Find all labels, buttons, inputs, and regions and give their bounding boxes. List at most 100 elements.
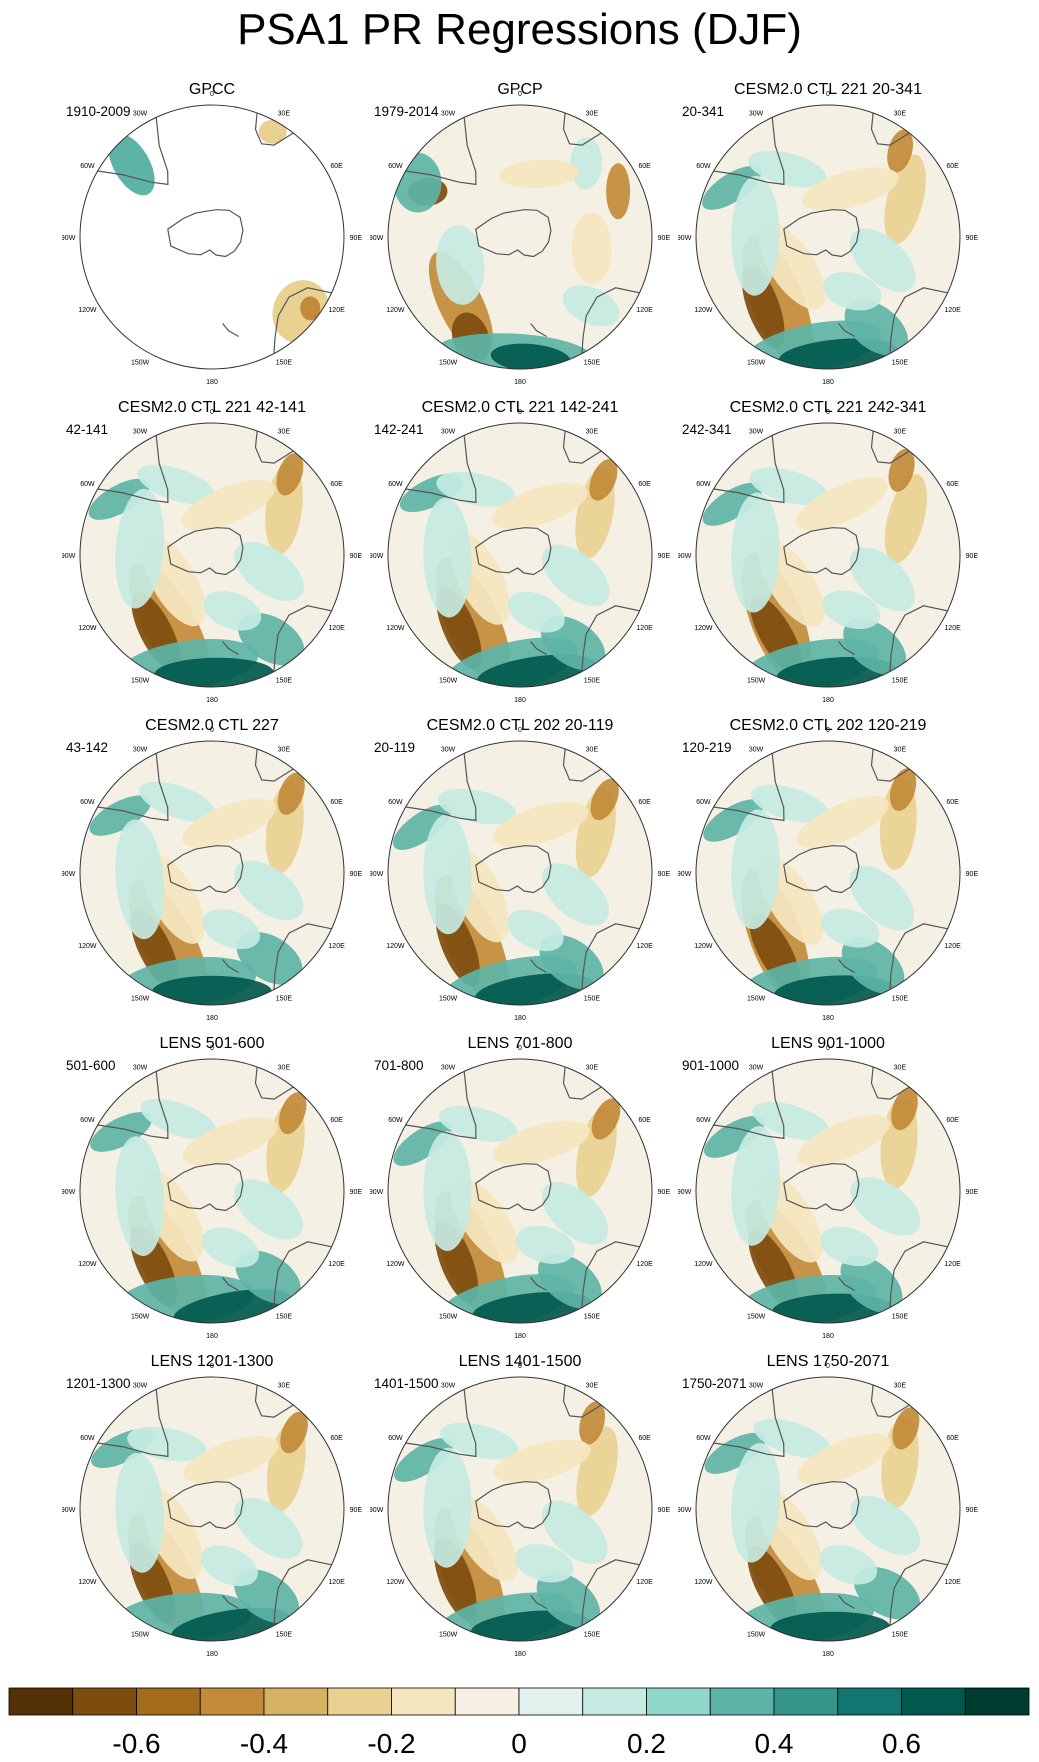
longitude-label: 150E xyxy=(892,996,909,1003)
polar-map: 0 30E 60E 90E 120E 150E 180 150W 120W 90W 60W 30W xyxy=(678,1363,978,1658)
new-zealand-coastline xyxy=(838,323,855,338)
panel-title: CESM2.0 CTL 221 42-141 xyxy=(118,399,306,416)
longitude-label: 30E xyxy=(586,746,599,753)
south-america-coastline xyxy=(405,117,477,186)
regression-field xyxy=(696,1377,960,1641)
precip-anomaly xyxy=(887,129,914,173)
longitude-label: 150W xyxy=(131,360,150,367)
regression-field xyxy=(388,1059,652,1323)
precip-anomaly xyxy=(183,1436,279,1484)
precip-anomaly xyxy=(821,908,880,948)
longitude-label: 180 xyxy=(206,1333,218,1340)
precip-anomaly xyxy=(589,459,618,501)
antarctica-coastline xyxy=(475,527,552,576)
africa-coastline xyxy=(254,430,294,464)
africa-coastline xyxy=(562,430,602,464)
longitude-label: 0 xyxy=(518,1363,522,1370)
longitude-label: 90W xyxy=(370,1507,384,1514)
regression-field xyxy=(388,105,652,369)
panel-period: 501-600 xyxy=(66,1058,116,1073)
australia-coastline xyxy=(273,287,332,354)
longitude-label: 90W xyxy=(370,1189,384,1196)
longitude-label: 180 xyxy=(206,379,218,386)
colorbar-swatch xyxy=(901,1687,966,1716)
regression-field xyxy=(696,423,960,687)
polar-map: 0 30E 60E 90E 120E 150E 180 150W 120W 90W 60W 30W xyxy=(678,727,978,1022)
longitude-label: 120E xyxy=(944,625,961,632)
longitude-label: 120W xyxy=(78,625,97,632)
antarctica-coastline xyxy=(475,209,552,258)
longitude-label: 150W xyxy=(439,996,458,1003)
map-panel: 0 30E 60E 90E 120E 150E 180 150W 120W 90W 60W 30W LE… xyxy=(62,1034,362,1349)
longitude-label: 180 xyxy=(514,697,526,704)
precip-anomaly xyxy=(515,1225,575,1264)
map-panel: 0 30E 60E 90E 120E 150E 180 150W 120W 90W 60W 30W LE… xyxy=(62,1352,362,1667)
longitude-label: 60E xyxy=(330,163,343,170)
map-boundary xyxy=(387,1058,653,1324)
new-zealand-coastline xyxy=(222,323,239,338)
longitude-label: 60W xyxy=(696,799,711,806)
coastlines xyxy=(713,430,948,672)
longitude-label: 60E xyxy=(638,1435,651,1442)
precip-anomaly xyxy=(508,591,565,633)
precip-anomaly xyxy=(731,175,780,296)
longitude-label: 30E xyxy=(278,428,291,435)
colorbar-swatch xyxy=(582,1687,647,1716)
longitude-label: 60W xyxy=(388,481,403,488)
map-panel: 0 30E 60E 90E 120E 150E 180 150W 120W 90W 60W 30W CE… xyxy=(678,80,978,395)
precip-anomaly xyxy=(841,937,905,994)
panel-period: 1750-2071 xyxy=(682,1376,747,1391)
africa-coastline xyxy=(562,1066,602,1100)
precip-anomaly xyxy=(822,590,881,630)
precip-anomaly xyxy=(139,781,216,822)
map-boundary xyxy=(695,422,961,688)
polar-map: 0 30E 60E 90E 120E 150E 180 150W 120W 90W 60W 30W xyxy=(678,409,978,704)
longitude-label: 120E xyxy=(328,307,345,314)
coastlines xyxy=(97,112,332,354)
colorbar-tick-label: 0.2 xyxy=(627,1728,666,1757)
precip-anomaly xyxy=(752,1101,830,1141)
australia-coastline xyxy=(273,605,332,672)
map-panel: 0 30E 60E 90E 120E 150E 180 150W 120W 90W 60W 30W GP… xyxy=(370,80,670,395)
south-america-coastline xyxy=(713,1389,785,1458)
longitude-label: 60W xyxy=(696,481,711,488)
africa-coastline xyxy=(870,112,910,146)
longitude-label: 120W xyxy=(386,943,405,950)
regression-field xyxy=(696,105,960,369)
precip-anomaly xyxy=(115,488,165,609)
precip-anomaly xyxy=(423,497,472,618)
precip-anomaly xyxy=(280,1411,308,1454)
precip-anomaly xyxy=(703,799,764,842)
coastlines xyxy=(713,1384,948,1626)
map-boundary xyxy=(79,1376,345,1642)
antarctica-coastline xyxy=(167,527,244,576)
panel-period: 901-1000 xyxy=(682,1058,740,1073)
longitude-label: 90E xyxy=(350,553,362,560)
longitude-label: 180 xyxy=(514,1651,526,1658)
longitude-label: 150W xyxy=(131,1314,150,1321)
longitude-label: 60W xyxy=(80,1435,95,1442)
longitude-label: 60W xyxy=(388,163,403,170)
africa-coastline xyxy=(562,112,602,146)
polar-map: 0 30E 60E 90E 120E 150E 180 150W 120W 90W 60W 30W xyxy=(62,727,362,1022)
precip-anomaly xyxy=(892,1407,920,1450)
precip-anomaly xyxy=(115,1136,164,1256)
colorbar-tick-label: 0.6 xyxy=(882,1728,921,1757)
precip-anomaly xyxy=(884,474,927,564)
precip-anomaly xyxy=(154,657,275,687)
panel-title: LENS 1750-2071 xyxy=(766,1353,890,1370)
precip-anomaly xyxy=(542,544,610,607)
longitude-label: 0 xyxy=(210,409,214,416)
australia-coastline xyxy=(273,1559,332,1626)
precip-anomaly xyxy=(889,768,917,811)
longitude-label: 120E xyxy=(636,1261,653,1268)
new-zealand-coastline xyxy=(222,641,239,656)
map-background xyxy=(388,105,652,369)
precip-anomaly xyxy=(840,1255,903,1313)
precip-anomaly xyxy=(234,1179,303,1240)
precip-anomaly xyxy=(492,801,589,847)
map-boundary xyxy=(387,740,653,1006)
longitude-label: 180 xyxy=(822,1015,834,1022)
longitude-label: 150E xyxy=(584,996,601,1003)
longitude-label: 60E xyxy=(638,799,651,806)
